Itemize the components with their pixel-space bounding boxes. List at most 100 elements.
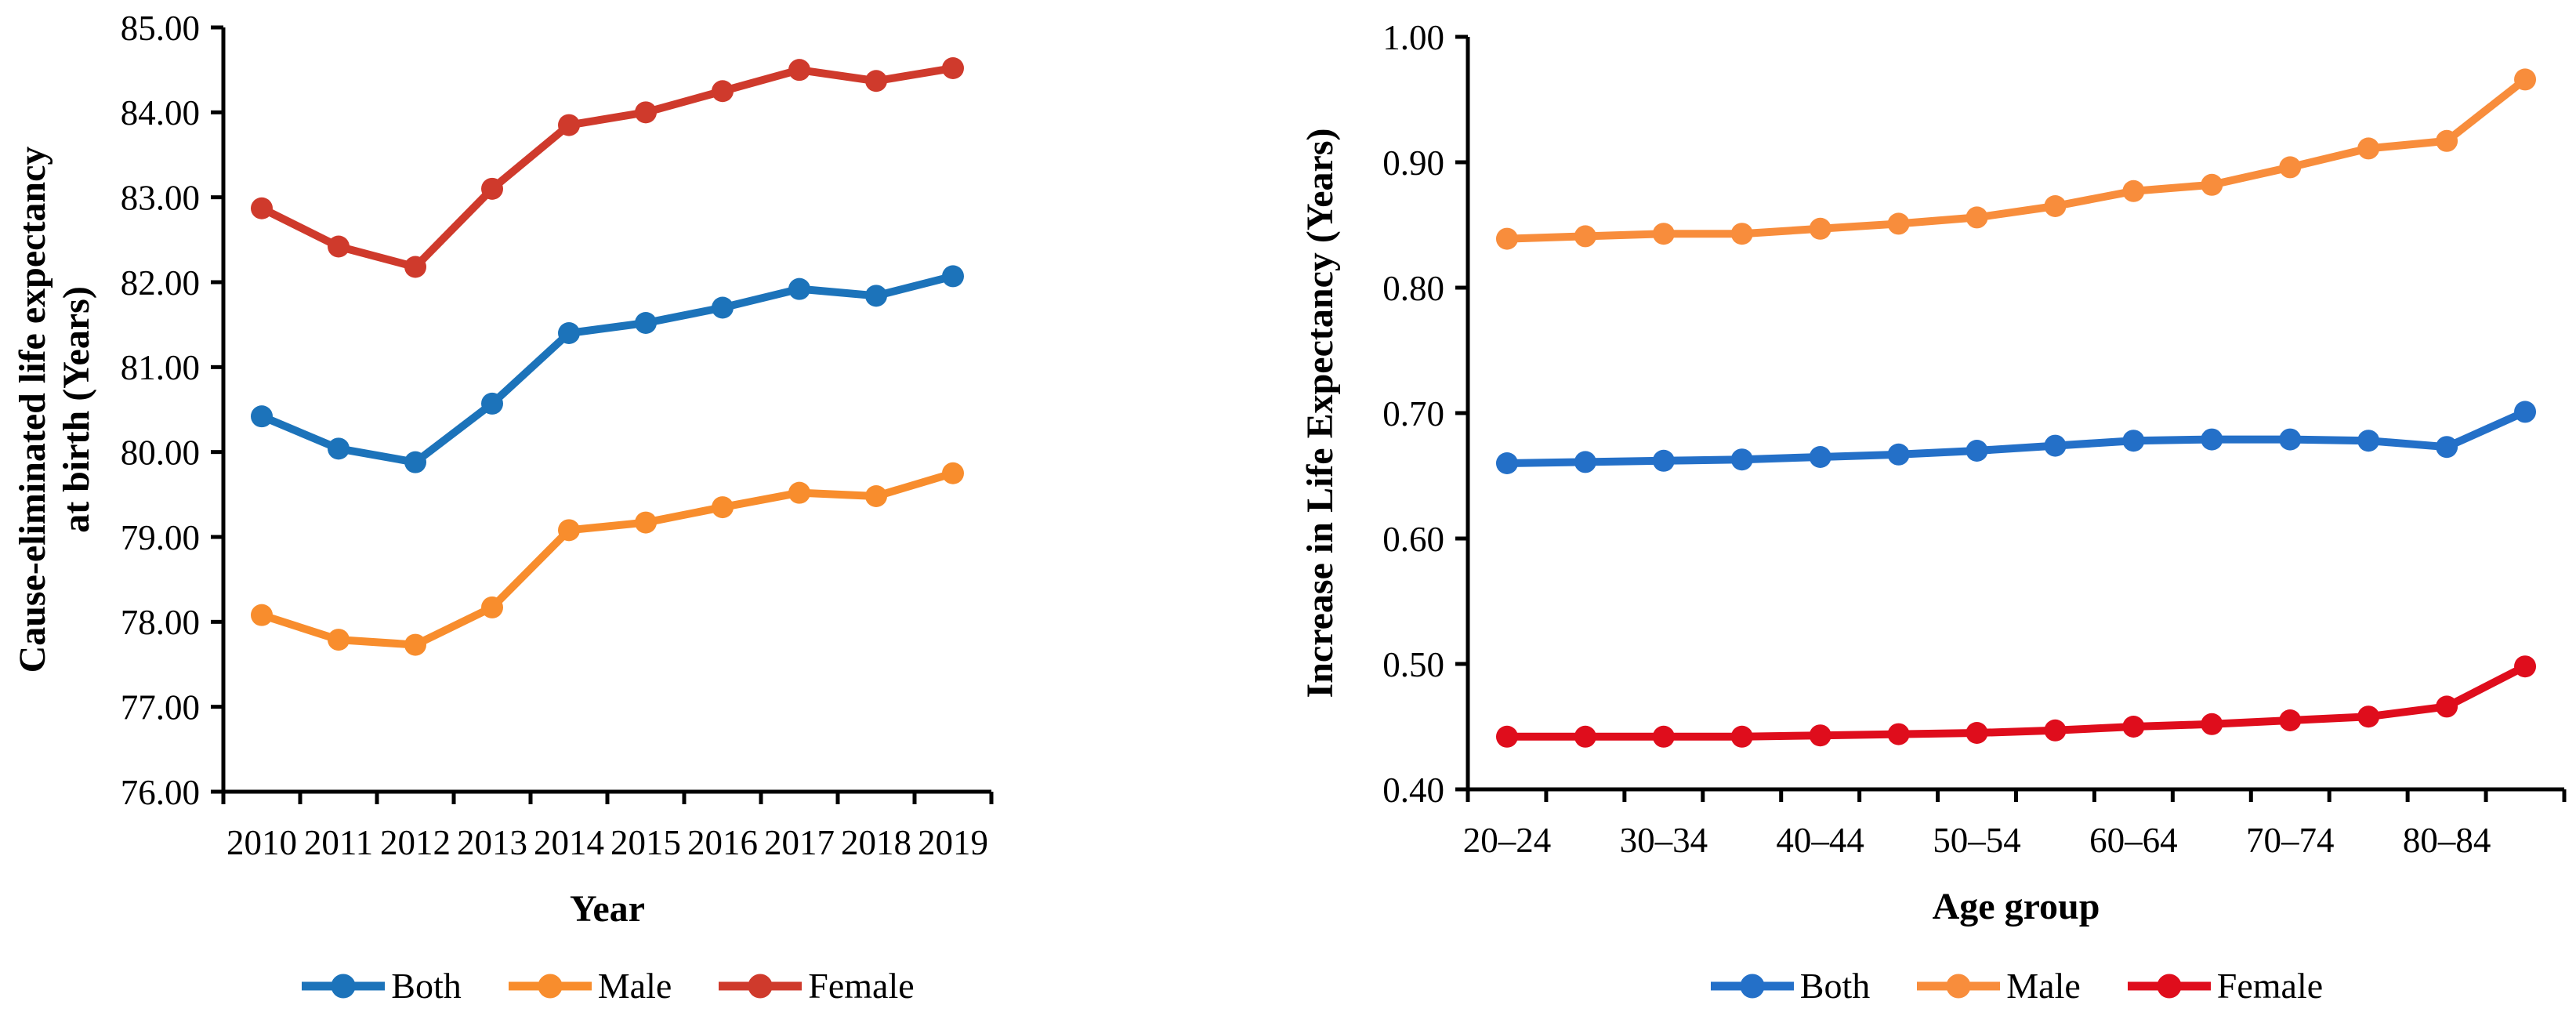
legend-label-female: Female — [2216, 966, 2324, 1006]
x-tick-label: 2012 — [380, 823, 451, 862]
series-line-both — [258, 272, 957, 466]
series-marker-female — [1730, 725, 1753, 748]
line-dot-marker-icon — [2127, 974, 2211, 999]
legend-item-female: Female — [717, 968, 915, 1004]
x-tick-label: 2018 — [841, 823, 911, 862]
series-marker-male — [942, 462, 964, 484]
y-tick-label: 83.00 — [121, 178, 200, 217]
series-marker-both — [712, 296, 734, 319]
y-tick-label: 84.00 — [121, 93, 200, 132]
y-tick-label: 85.00 — [121, 9, 200, 48]
y-axis-title: Increase in Life Expectancy (Years) — [1299, 129, 1341, 698]
x-tick-label: 60–64 — [2089, 821, 2178, 860]
y-tick-label: 1.00 — [1382, 18, 1444, 57]
series-marker-male — [2436, 129, 2458, 152]
y-tick-label: 0.80 — [1382, 269, 1444, 308]
y-tick-label: 81.00 — [121, 348, 200, 387]
line-dot-marker-icon — [1710, 974, 1794, 999]
series-marker-both — [1652, 449, 1675, 472]
series-marker-male — [481, 596, 503, 618]
series-marker-male — [2279, 156, 2302, 179]
series-marker-male — [2514, 68, 2537, 91]
x-tick-label: 80–84 — [2403, 821, 2491, 860]
series-marker-male — [1574, 225, 1596, 248]
legend-item-male: Male — [507, 968, 672, 1004]
series-marker-male — [1887, 212, 1910, 235]
series-marker-male — [2201, 173, 2223, 196]
series-marker-both — [481, 392, 503, 415]
series-marker-both — [2201, 428, 2223, 451]
series-marker-female — [1809, 724, 1831, 747]
series-line-both — [1502, 408, 2530, 467]
series-marker-female — [1966, 722, 1988, 744]
y-tick-label: 0.50 — [1382, 645, 1444, 684]
series-marker-both — [2122, 430, 2145, 452]
series-marker-male — [2044, 195, 2067, 217]
series-marker-male — [2357, 137, 2380, 160]
y-tick-label: 76.00 — [121, 773, 200, 812]
series-marker-both — [635, 312, 657, 334]
series-line-female — [258, 64, 957, 271]
series-marker-female — [865, 70, 887, 92]
legend-label-male: Male — [597, 966, 672, 1006]
series-marker-both — [1809, 446, 1831, 468]
y-axis-title: at birth (Years) — [56, 286, 97, 533]
series-marker-male — [328, 629, 350, 651]
x-tick-label: 20–24 — [1463, 821, 1552, 860]
series-line-male — [1502, 75, 2530, 243]
x-tick-label: 2010 — [226, 823, 297, 862]
series-marker-both — [2279, 428, 2302, 451]
right-chart-panel: 0.40 0.50 0.60 0.70 0.80 0.90 1.00 20–24 30–34 40… — [1270, 0, 2576, 1030]
series-marker-female — [1887, 723, 1910, 745]
line-dot-marker-icon — [719, 974, 803, 999]
x-tick-label: 2019 — [918, 823, 988, 862]
series-marker-female — [2514, 655, 2537, 678]
legend-item-female: Female — [2126, 968, 2323, 1004]
series-marker-male — [404, 633, 426, 656]
series-marker-both — [942, 265, 964, 288]
legend-item-male: Male — [1915, 968, 2081, 1004]
series-marker-male — [1495, 227, 1518, 250]
series-marker-male — [251, 604, 273, 626]
series-marker-male — [2122, 180, 2145, 202]
series-marker-female — [1574, 725, 1596, 748]
series-marker-both — [251, 405, 273, 428]
left-chart: 76.00 77.00 78.00 79.00 80.00 81.00 82.00 83.00… — [12, 9, 994, 930]
series-marker-female — [2201, 713, 2223, 735]
line-dot-marker-icon — [508, 974, 592, 999]
x-axis-title: Age group — [1933, 886, 2100, 927]
series-marker-both — [1574, 451, 1596, 473]
x-tick-label: 70–74 — [2246, 821, 2335, 860]
line-dot-marker-icon — [302, 974, 386, 999]
series-marker-female — [942, 57, 964, 79]
series-marker-female — [1495, 725, 1518, 748]
series-marker-both — [1730, 448, 1753, 471]
series-marker-female — [328, 235, 350, 258]
series-marker-both — [1495, 452, 1518, 474]
series-marker-both — [2044, 434, 2067, 457]
left-chart-legend: Both Male Female — [223, 955, 991, 1017]
line-dot-marker-icon — [1917, 974, 2001, 999]
left-chart-panel: 76.00 77.00 78.00 79.00 80.00 81.00 82.00 83.00… — [0, 0, 1270, 1030]
series-marker-both — [1887, 443, 1910, 466]
right-chart-legend: Both Male Female — [1468, 955, 2564, 1017]
x-axis-title: Year — [570, 888, 645, 930]
series-marker-female — [481, 177, 503, 200]
series-marker-both — [2514, 401, 2537, 423]
y-tick-label: 78.00 — [121, 603, 200, 642]
series-marker-female — [2279, 709, 2302, 731]
x-tick-label: 2015 — [610, 823, 681, 862]
y-tick-label: 77.00 — [121, 687, 200, 727]
series-marker-both — [865, 285, 887, 307]
series-marker-female — [2357, 705, 2380, 728]
legend-item-both: Both — [300, 968, 462, 1004]
y-tick-label: 82.00 — [121, 263, 200, 303]
series-marker-female — [2122, 716, 2145, 738]
series-marker-female — [558, 114, 580, 136]
series-marker-male — [1966, 206, 1988, 229]
y-tick-label: 0.60 — [1382, 520, 1444, 559]
x-tick-label: 2014 — [534, 823, 604, 862]
series-marker-female — [251, 197, 273, 219]
series-marker-female — [1652, 725, 1675, 748]
y-tick-label: 79.00 — [121, 518, 200, 557]
